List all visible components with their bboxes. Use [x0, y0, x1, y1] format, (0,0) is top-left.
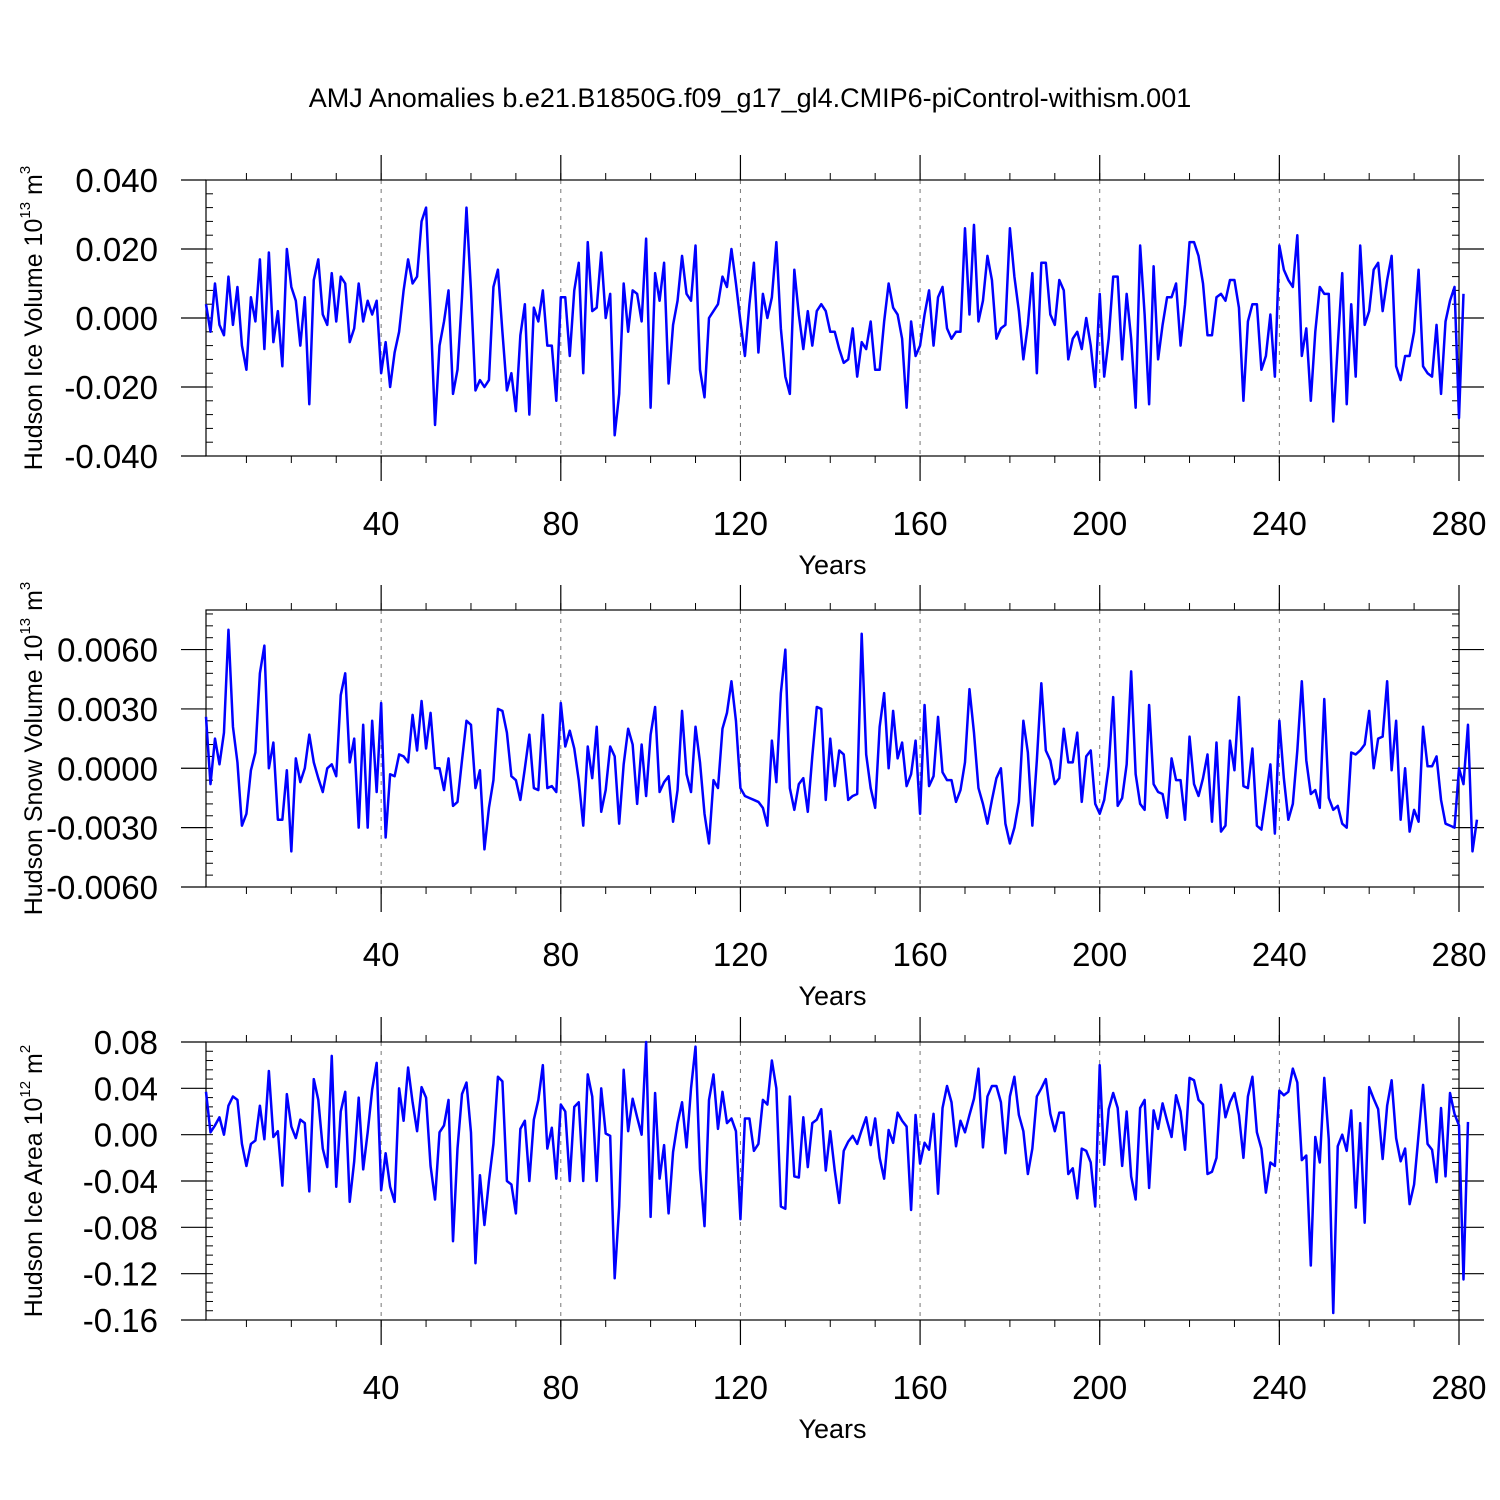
x-tick-label: 160	[893, 936, 948, 973]
y-tick-label: -0.020	[64, 369, 158, 406]
y-axis-label-unit-exponent: 2	[17, 1045, 34, 1053]
y-axis-label: Hudson Ice Area 1012 m2	[17, 1045, 48, 1317]
y-tick-label: 0.0000	[57, 750, 158, 787]
panel-snow-volume: -0.0060 -0.0030 0.0000 0.0030 0.0060 40 80 120 1…	[17, 582, 1487, 1011]
x-axis-label: Years	[798, 550, 866, 580]
y-axis-label-exponent: 12	[17, 1081, 34, 1098]
x-tick-label: 240	[1252, 1369, 1307, 1406]
x-tick-label: 280	[1431, 505, 1486, 542]
y-tick-label: -0.0030	[46, 810, 158, 847]
y-tick-label: -0.040	[64, 438, 158, 475]
y-tick-label: -0.08	[83, 1209, 158, 1246]
y-tick-label: 0.0060	[57, 632, 158, 669]
x-tick-label: 120	[713, 1369, 768, 1406]
x-tick-label: 120	[713, 936, 768, 973]
y-tick-label: 0.08	[94, 1024, 158, 1061]
y-axis-label-exponent: 13	[17, 618, 34, 635]
y-axis-label-main: Hudson Ice Area 10	[20, 1098, 48, 1318]
x-tick-label: 160	[893, 1369, 948, 1406]
panel-ice-volume: -0.040 -0.020 0.000 0.020 0.040 40 80 120 160 200…	[17, 155, 1487, 580]
x-tick-label: 200	[1072, 936, 1127, 973]
panel-ice-area: -0.16 -0.12 -0.08 -0.04 0.00 0.04 0.08 40 80 120 1…	[17, 1017, 1487, 1444]
x-tick-label: 200	[1072, 505, 1127, 542]
y-tick-label: 0.000	[75, 300, 158, 337]
x-tick-label: 240	[1252, 505, 1307, 542]
x-tick-label: 80	[542, 936, 579, 973]
y-tick-label: 0.00	[94, 1117, 158, 1154]
x-tick-label: 200	[1072, 1369, 1127, 1406]
y-tick-label: 0.040	[75, 162, 158, 199]
y-tick-label: 0.04	[94, 1070, 158, 1107]
x-tick-label: 40	[363, 1369, 400, 1406]
y-tick-label: 0.0030	[57, 691, 158, 728]
y-axis-label-unit-exponent: 3	[17, 166, 34, 174]
series-line-ice-volume	[204, 206, 1465, 437]
y-axis-label-unit: m	[20, 1053, 48, 1081]
plot-frame	[205, 609, 1460, 888]
y-tick-label: 0.020	[75, 231, 158, 268]
x-tick-label: 40	[363, 936, 400, 973]
x-tick-label: 80	[542, 1369, 579, 1406]
x-axis-label: Years	[798, 981, 866, 1011]
y-axis-label-exponent: 13	[17, 202, 34, 219]
plot-frame	[205, 179, 1460, 457]
x-tick-label: 120	[713, 505, 768, 542]
y-axis-label-main: Hudson Snow Volume 10	[20, 635, 48, 916]
x-tick-label: 240	[1252, 936, 1307, 973]
y-tick-label: -0.0060	[46, 869, 158, 906]
x-tick-label: 80	[542, 505, 579, 542]
x-tick-label: 280	[1431, 936, 1486, 973]
y-tick-label: -0.16	[83, 1302, 158, 1339]
y-tick-label: -0.12	[83, 1256, 158, 1293]
y-tick-label: -0.04	[83, 1163, 158, 1200]
series-line-ice-area	[204, 1040, 1470, 1315]
x-tick-label: 160	[893, 505, 948, 542]
x-tick-label: 40	[363, 505, 400, 542]
y-axis-label-unit: m	[20, 590, 48, 618]
y-axis-label-main: Hudson Ice Volume 10	[20, 219, 48, 471]
x-axis-label: Years	[798, 1414, 866, 1444]
series-line-snow-volume	[204, 628, 1479, 853]
y-axis-label-unit: m	[20, 174, 48, 202]
chart-title: AMJ Anomalies b.e21.B1850G.f09_g17_gl4.C…	[309, 83, 1191, 113]
y-axis-label: Hudson Snow Volume 1013 m3	[17, 582, 48, 916]
y-axis-label-unit-exponent: 3	[17, 582, 34, 590]
plot-frame	[205, 1041, 1460, 1321]
y-axis-label: Hudson Ice Volume 1013 m3	[17, 166, 48, 470]
x-tick-label: 280	[1431, 1369, 1486, 1406]
